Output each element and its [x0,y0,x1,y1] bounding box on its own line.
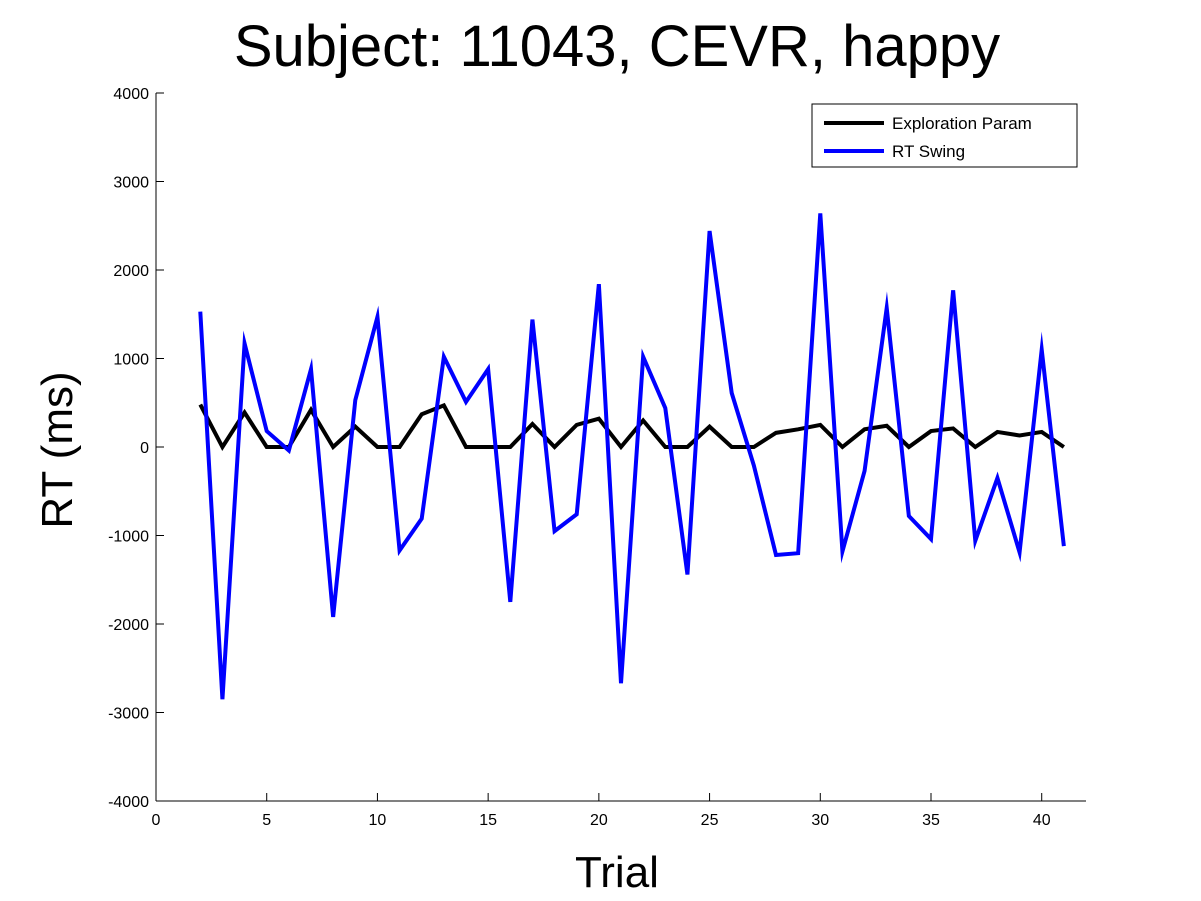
x-axis-label: Trial [575,848,659,897]
x-tick-label: 20 [590,812,608,829]
y-tick-label: 2000 [113,263,149,280]
plot-area: -4000 -3000 -2000 -1000 0 1000 2000 3000 4000 0 5 1… [108,86,1086,829]
legend-label: Exploration Param [892,114,1032,133]
x-tick-label: 15 [479,812,497,829]
y-tick-label: -4000 [108,794,149,811]
x-tick-label: 35 [922,812,940,829]
y-tick-label: 0 [140,440,149,457]
legend: Exploration Param RT Swing [811,103,1078,168]
x-tick-label: 0 [152,812,161,829]
series-line-rt-swing [198,213,1066,700]
y-tick-label: -2000 [108,617,149,634]
series-line-exploration-param [198,402,1065,451]
x-tick-label: 5 [262,812,271,829]
y-tick-label: -1000 [108,529,149,546]
y-axis-label: RT (ms) [33,371,82,528]
x-tick-label: 30 [811,812,829,829]
legend-box [811,103,1078,168]
y-tick-label: 3000 [113,175,149,192]
x-tick-label: 40 [1033,812,1051,829]
legend-label: RT Swing [892,142,965,161]
chart-title: Subject: 11043, CEVR, happy [234,14,1000,79]
y-tick-label: 4000 [113,86,149,103]
x-tick-label: 10 [369,812,387,829]
y-tick-label: 1000 [113,352,149,369]
y-tick-label: -3000 [108,706,149,723]
x-tick-label: 25 [701,812,719,829]
